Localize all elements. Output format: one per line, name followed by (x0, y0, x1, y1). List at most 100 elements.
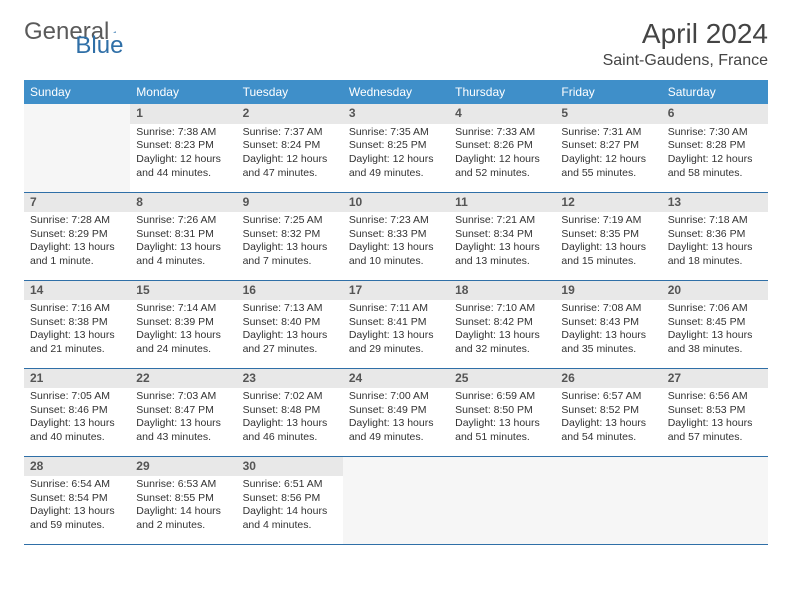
daylight-text: Daylight: 12 hours and 44 minutes. (136, 153, 230, 180)
day-number: 10 (343, 193, 449, 213)
sunrise-text: Sunrise: 7:31 AM (561, 126, 655, 140)
sunrise-text: Sunrise: 7:06 AM (668, 302, 762, 316)
daylight-text: Daylight: 13 hours and 43 minutes. (136, 417, 230, 444)
sunrise-text: Sunrise: 7:30 AM (668, 126, 762, 140)
day-details: Sunrise: 7:05 AMSunset: 8:46 PMDaylight:… (24, 388, 130, 449)
day-details: Sunrise: 7:10 AMSunset: 8:42 PMDaylight:… (449, 300, 555, 361)
day-number: 17 (343, 281, 449, 301)
day-details: Sunrise: 7:38 AMSunset: 8:23 PMDaylight:… (130, 124, 236, 185)
calendar-day-cell: 4Sunrise: 7:33 AMSunset: 8:26 PMDaylight… (449, 104, 555, 192)
sunset-text: Sunset: 8:41 PM (349, 316, 443, 330)
day-details: Sunrise: 7:03 AMSunset: 8:47 PMDaylight:… (130, 388, 236, 449)
calendar-day-cell: 3Sunrise: 7:35 AMSunset: 8:25 PMDaylight… (343, 104, 449, 192)
sunset-text: Sunset: 8:40 PM (243, 316, 337, 330)
daylight-text: Daylight: 14 hours and 4 minutes. (243, 505, 337, 532)
weekday-header: Friday (555, 80, 661, 104)
month-title: April 2024 (603, 18, 768, 50)
daylight-text: Daylight: 13 hours and 46 minutes. (243, 417, 337, 444)
weekday-header: Monday (130, 80, 236, 104)
day-details: Sunrise: 7:14 AMSunset: 8:39 PMDaylight:… (130, 300, 236, 361)
daylight-text: Daylight: 13 hours and 24 minutes. (136, 329, 230, 356)
sunrise-text: Sunrise: 7:28 AM (30, 214, 124, 228)
calendar-day-cell: 1Sunrise: 7:38 AMSunset: 8:23 PMDaylight… (130, 104, 236, 192)
sunset-text: Sunset: 8:35 PM (561, 228, 655, 242)
sunset-text: Sunset: 8:23 PM (136, 139, 230, 153)
weekday-header: Thursday (449, 80, 555, 104)
calendar-day-cell: 12Sunrise: 7:19 AMSunset: 8:35 PMDayligh… (555, 192, 661, 280)
calendar-day-cell: 10Sunrise: 7:23 AMSunset: 8:33 PMDayligh… (343, 192, 449, 280)
sunrise-text: Sunrise: 6:51 AM (243, 478, 337, 492)
daylight-text: Daylight: 14 hours and 2 minutes. (136, 505, 230, 532)
calendar-day-cell: 19Sunrise: 7:08 AMSunset: 8:43 PMDayligh… (555, 280, 661, 368)
calendar-empty-cell (24, 104, 130, 192)
day-number: 19 (555, 281, 661, 301)
daylight-text: Daylight: 13 hours and 51 minutes. (455, 417, 549, 444)
calendar-empty-cell (449, 456, 555, 544)
day-details: Sunrise: 6:53 AMSunset: 8:55 PMDaylight:… (130, 476, 236, 537)
day-details: Sunrise: 7:30 AMSunset: 8:28 PMDaylight:… (662, 124, 768, 185)
day-number: 8 (130, 193, 236, 213)
sunrise-text: Sunrise: 7:14 AM (136, 302, 230, 316)
calendar-day-cell: 20Sunrise: 7:06 AMSunset: 8:45 PMDayligh… (662, 280, 768, 368)
calendar-week-row: 1Sunrise: 7:38 AMSunset: 8:23 PMDaylight… (24, 104, 768, 192)
day-details: Sunrise: 7:28 AMSunset: 8:29 PMDaylight:… (24, 212, 130, 273)
sunrise-text: Sunrise: 7:33 AM (455, 126, 549, 140)
day-details: Sunrise: 7:19 AMSunset: 8:35 PMDaylight:… (555, 212, 661, 273)
daylight-text: Daylight: 13 hours and 4 minutes. (136, 241, 230, 268)
daylight-text: Daylight: 12 hours and 55 minutes. (561, 153, 655, 180)
sunset-text: Sunset: 8:29 PM (30, 228, 124, 242)
calendar-day-cell: 8Sunrise: 7:26 AMSunset: 8:31 PMDaylight… (130, 192, 236, 280)
calendar-day-cell: 30Sunrise: 6:51 AMSunset: 8:56 PMDayligh… (237, 456, 343, 544)
calendar-empty-cell (662, 456, 768, 544)
sunset-text: Sunset: 8:25 PM (349, 139, 443, 153)
day-details: Sunrise: 7:33 AMSunset: 8:26 PMDaylight:… (449, 124, 555, 185)
calendar-week-row: 7Sunrise: 7:28 AMSunset: 8:29 PMDaylight… (24, 192, 768, 280)
day-details: Sunrise: 7:23 AMSunset: 8:33 PMDaylight:… (343, 212, 449, 273)
sunset-text: Sunset: 8:52 PM (561, 404, 655, 418)
brand-logo: General Blue (24, 18, 187, 46)
sunset-text: Sunset: 8:32 PM (243, 228, 337, 242)
day-number: 20 (662, 281, 768, 301)
calendar-empty-cell (555, 456, 661, 544)
sunset-text: Sunset: 8:42 PM (455, 316, 549, 330)
location-text: Saint-Gaudens, France (603, 52, 768, 70)
calendar-day-cell: 15Sunrise: 7:14 AMSunset: 8:39 PMDayligh… (130, 280, 236, 368)
day-number: 2 (237, 104, 343, 124)
day-details: Sunrise: 7:02 AMSunset: 8:48 PMDaylight:… (237, 388, 343, 449)
sunset-text: Sunset: 8:24 PM (243, 139, 337, 153)
day-details: Sunrise: 7:16 AMSunset: 8:38 PMDaylight:… (24, 300, 130, 361)
day-number: 28 (24, 457, 130, 477)
daylight-text: Daylight: 13 hours and 29 minutes. (349, 329, 443, 356)
daylight-text: Daylight: 13 hours and 38 minutes. (668, 329, 762, 356)
day-number: 9 (237, 193, 343, 213)
daylight-text: Daylight: 13 hours and 35 minutes. (561, 329, 655, 356)
day-details: Sunrise: 7:21 AMSunset: 8:34 PMDaylight:… (449, 212, 555, 273)
day-details: Sunrise: 7:18 AMSunset: 8:36 PMDaylight:… (662, 212, 768, 273)
sunset-text: Sunset: 8:55 PM (136, 492, 230, 506)
calendar-day-cell: 24Sunrise: 7:00 AMSunset: 8:49 PMDayligh… (343, 368, 449, 456)
sunset-text: Sunset: 8:49 PM (349, 404, 443, 418)
day-number: 22 (130, 369, 236, 389)
day-number: 29 (130, 457, 236, 477)
day-number: 5 (555, 104, 661, 124)
calendar-day-cell: 2Sunrise: 7:37 AMSunset: 8:24 PMDaylight… (237, 104, 343, 192)
calendar-day-cell: 23Sunrise: 7:02 AMSunset: 8:48 PMDayligh… (237, 368, 343, 456)
day-number: 11 (449, 193, 555, 213)
calendar-day-cell: 6Sunrise: 7:30 AMSunset: 8:28 PMDaylight… (662, 104, 768, 192)
day-details: Sunrise: 6:59 AMSunset: 8:50 PMDaylight:… (449, 388, 555, 449)
calendar-day-cell: 11Sunrise: 7:21 AMSunset: 8:34 PMDayligh… (449, 192, 555, 280)
calendar-day-cell: 17Sunrise: 7:11 AMSunset: 8:41 PMDayligh… (343, 280, 449, 368)
calendar-day-cell: 7Sunrise: 7:28 AMSunset: 8:29 PMDaylight… (24, 192, 130, 280)
sunset-text: Sunset: 8:27 PM (561, 139, 655, 153)
day-number: 4 (449, 104, 555, 124)
sunset-text: Sunset: 8:34 PM (455, 228, 549, 242)
sunset-text: Sunset: 8:39 PM (136, 316, 230, 330)
daylight-text: Daylight: 12 hours and 52 minutes. (455, 153, 549, 180)
sunset-text: Sunset: 8:53 PM (668, 404, 762, 418)
weekday-header: Sunday (24, 80, 130, 104)
day-details: Sunrise: 7:13 AMSunset: 8:40 PMDaylight:… (237, 300, 343, 361)
sunrise-text: Sunrise: 6:54 AM (30, 478, 124, 492)
calendar-day-cell: 14Sunrise: 7:16 AMSunset: 8:38 PMDayligh… (24, 280, 130, 368)
calendar-day-cell: 29Sunrise: 6:53 AMSunset: 8:55 PMDayligh… (130, 456, 236, 544)
sunset-text: Sunset: 8:56 PM (243, 492, 337, 506)
